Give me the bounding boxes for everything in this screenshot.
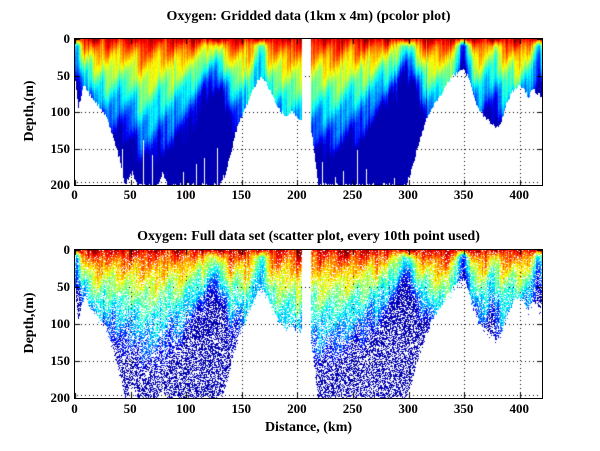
- x-tick-label: 0: [71, 401, 78, 416]
- x-tick-label: 200: [287, 187, 307, 202]
- top-plot-title: Oxygen: Gridded data (1km x 4m) (pcolor …: [166, 9, 451, 24]
- y-tick-label: 100: [50, 104, 71, 119]
- x-tick-label: 150: [231, 187, 252, 202]
- x-tick-label: 300: [398, 401, 418, 416]
- x-tick-label: 300: [398, 187, 418, 202]
- y-tick-label: 150: [50, 140, 71, 156]
- x-axis-label: Distance, (km): [264, 420, 353, 435]
- y-tick-label: 200: [50, 390, 71, 405]
- scatter-plot-canvas: [74, 249, 543, 399]
- y-tick-label: 0: [63, 242, 71, 257]
- y-tick-label: 100: [50, 316, 71, 331]
- x-tick-label: 100: [175, 187, 196, 202]
- x-tick-label: 250: [342, 187, 363, 202]
- y-tick-label: 50: [57, 279, 70, 294]
- y-tick-label: 200: [50, 177, 71, 192]
- x-tick-label: 0: [71, 187, 78, 202]
- y-tick-label: 150: [50, 353, 71, 368]
- x-tick-label: 50: [123, 401, 137, 416]
- x-tick-label: 250: [342, 401, 363, 416]
- y-tick-label: 50: [57, 67, 70, 83]
- x-tick-label: 400: [509, 187, 530, 202]
- x-tick-label: 150: [231, 401, 252, 416]
- x-tick-label: 350: [453, 401, 474, 416]
- x-tick-label: 50: [123, 187, 137, 202]
- x-tick-label: 200: [287, 401, 307, 416]
- x-tick-label: 100: [175, 401, 196, 416]
- x-tick-label: 350: [453, 187, 474, 202]
- pcolor-plot-canvas: [74, 38, 543, 186]
- x-tick-label: 400: [509, 401, 530, 416]
- bottom-plot-title: Oxygen: Full data set (scatter plot, eve…: [137, 229, 480, 244]
- y-tick-label: 0: [63, 31, 71, 46]
